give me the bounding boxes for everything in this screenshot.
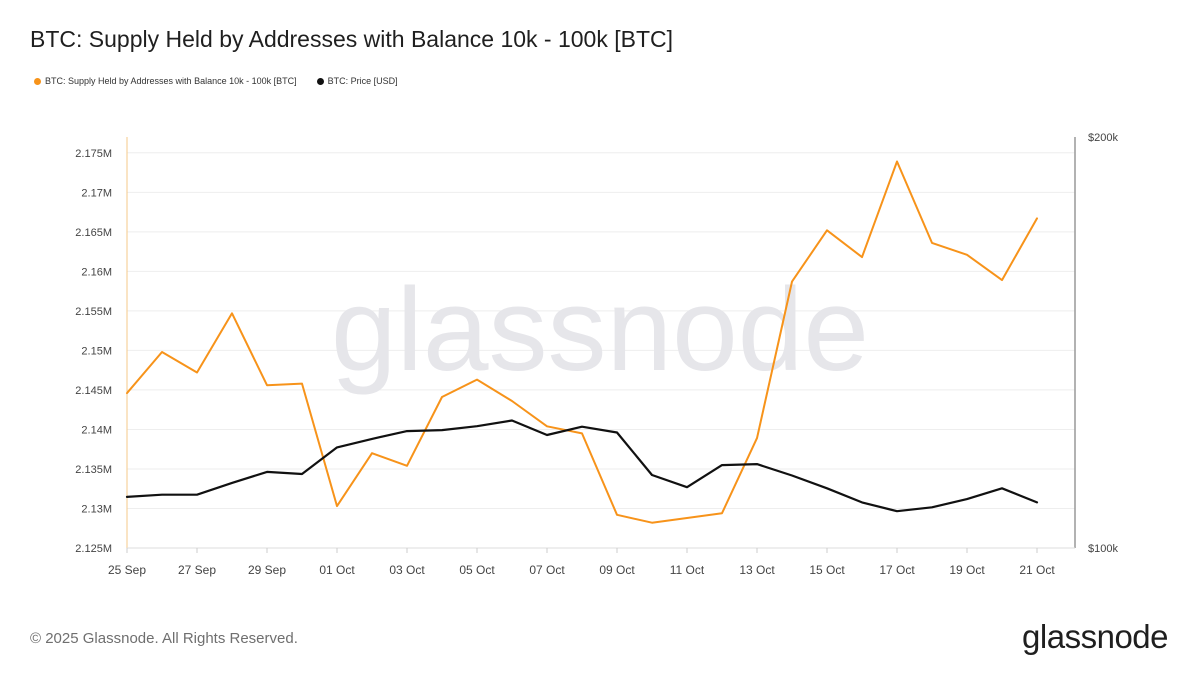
copyright-text: © 2025 Glassnode. All Rights Reserved. xyxy=(30,630,298,647)
y-left-tick-label: 2.13M xyxy=(81,503,112,515)
x-tick-label: 15 Oct xyxy=(809,563,845,577)
x-tick-label: 03 Oct xyxy=(389,563,425,577)
legend-marker-price xyxy=(316,77,324,85)
watermark: glassnode xyxy=(331,264,869,396)
x-tick-label: 07 Oct xyxy=(529,563,565,577)
y-left-tick-label: 2.145M xyxy=(75,385,112,397)
x-tick-label: 25 Sep xyxy=(108,563,146,577)
y-right-tick-label: $100k xyxy=(1088,543,1118,555)
x-tick-label: 17 Oct xyxy=(879,563,915,577)
x-tick-label: 21 Oct xyxy=(1019,563,1055,577)
chart-title: BTC: Supply Held by Addresses with Balan… xyxy=(30,26,674,52)
legend-item-price[interactable]: BTC: Price [USD] xyxy=(316,76,398,86)
x-tick-label: 19 Oct xyxy=(949,563,985,577)
y-left-tick-label: 2.17M xyxy=(81,187,112,199)
y-left-tick-label: 2.155M xyxy=(75,306,112,318)
glassnode-logo: glassnode xyxy=(1022,618,1168,655)
x-tick-label: 09 Oct xyxy=(599,563,635,577)
x-tick-label: 27 Sep xyxy=(178,563,216,577)
x-tick-label: 13 Oct xyxy=(739,563,775,577)
y-left-tick-label: 2.125M xyxy=(75,543,112,555)
series-line-price xyxy=(125,419,1039,513)
legend-label-price: BTC: Price [USD] xyxy=(327,76,398,86)
y-left-tick-label: 2.16M xyxy=(81,266,112,278)
axes xyxy=(126,137,1076,553)
legend-marker-supply xyxy=(34,77,41,85)
x-tick-label: 05 Oct xyxy=(459,563,495,577)
x-tick-label: 11 Oct xyxy=(670,563,705,577)
y-right-tick-label: $200k xyxy=(1088,132,1118,144)
y-left-tick-label: 2.165M xyxy=(75,227,112,239)
legend-item-supply[interactable]: BTC: Supply Held by Addresses with Balan… xyxy=(34,76,297,86)
chart-area[interactable]: glassnode 2.125M2.13M2.135M2.14M2.145M2.… xyxy=(0,0,1200,600)
x-tick-label: 29 Sep xyxy=(248,563,286,577)
y-left-tick-label: 2.15M xyxy=(81,345,112,357)
legend: BTC: Supply Held by Addresses with Balan… xyxy=(34,76,398,86)
series-line-supply xyxy=(126,160,1038,524)
tick-labels: 2.125M 2.13M 2.135M 2.14M 2.145M 2.15M 2.155M 2… xyxy=(75,132,1118,577)
y-left-tick-label: 2.175M xyxy=(75,148,112,160)
x-tick-label: 01 Oct xyxy=(319,563,355,577)
y-left-tick-label: 2.135M xyxy=(75,464,112,476)
series-lines xyxy=(125,160,1039,524)
legend-label-supply: BTC: Supply Held by Addresses with Balan… xyxy=(45,76,297,86)
y-left-tick-label: 2.14M xyxy=(81,424,112,436)
